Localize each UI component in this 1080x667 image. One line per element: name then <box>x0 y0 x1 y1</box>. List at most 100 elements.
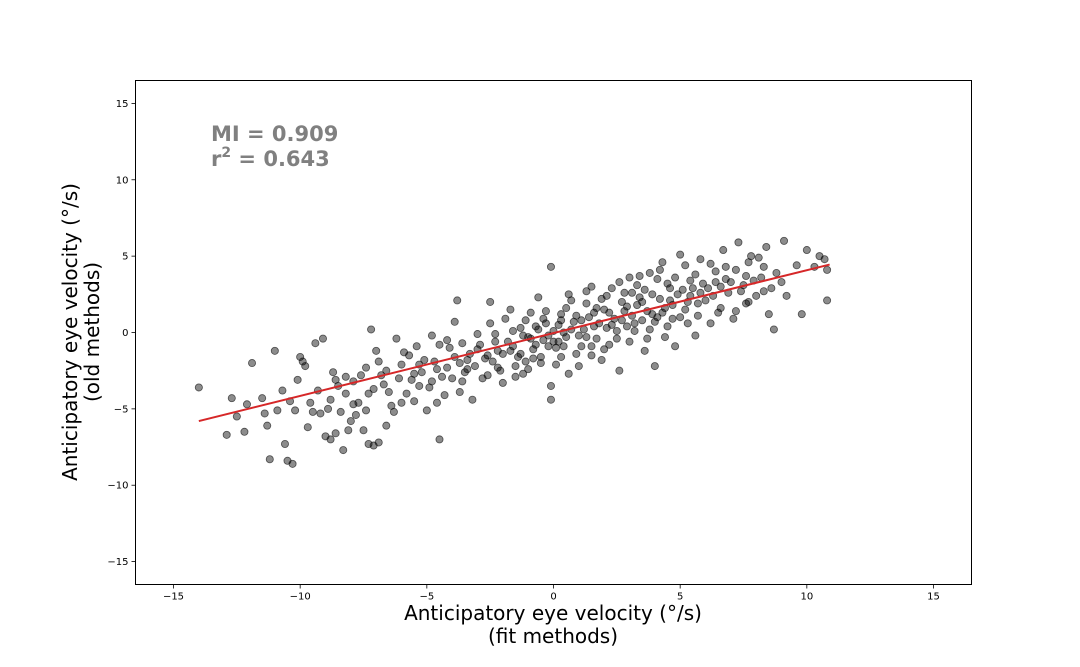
r2-exponent: 2 <box>221 145 231 161</box>
x-tick-label: 0 <box>550 592 556 603</box>
scatter-point <box>291 406 300 415</box>
scatter-point <box>650 317 659 326</box>
scatter-point <box>448 374 457 383</box>
scatter-point <box>351 410 360 419</box>
y-tick-label: 5 <box>122 252 128 263</box>
scatter-point <box>625 273 634 282</box>
scatter-point <box>620 288 629 297</box>
scatter-point <box>488 357 497 366</box>
y-tick-label: 10 <box>116 175 129 186</box>
scatter-point <box>265 455 274 464</box>
scatter-point <box>531 340 540 349</box>
scatter-point <box>653 275 662 284</box>
scatter-point <box>726 278 735 287</box>
scatter-point <box>511 362 520 371</box>
scatter-point <box>541 319 550 328</box>
scatter-point <box>341 372 350 381</box>
scatter-point <box>293 375 302 384</box>
scatter-point <box>498 349 507 358</box>
scatter-point <box>711 267 720 276</box>
scatter-point <box>356 371 365 380</box>
scatter-point <box>521 357 530 366</box>
scatter-point <box>258 394 267 403</box>
scatter-point <box>736 287 745 296</box>
scatter-point <box>744 297 753 306</box>
scatter-point <box>336 407 345 416</box>
y-tick-label: −5 <box>114 404 129 415</box>
scatter-point <box>587 342 596 351</box>
y-tick-label: 0 <box>122 328 128 339</box>
scatter-point <box>541 307 550 316</box>
scatter-point <box>767 284 776 293</box>
scatter-point <box>263 421 272 430</box>
scatter-point <box>617 297 626 306</box>
scatter-point <box>648 290 657 299</box>
scatter-point <box>420 355 429 364</box>
scatter-point <box>663 279 672 288</box>
scatter-point <box>316 409 325 418</box>
scatter-point <box>453 296 462 305</box>
scatter-point <box>397 360 406 369</box>
scatter-point <box>536 352 545 361</box>
scatter-point <box>483 371 492 380</box>
scatter-point <box>582 287 591 296</box>
scatter-point <box>681 305 690 314</box>
scatter-point <box>422 406 431 415</box>
scatter-points <box>194 236 832 468</box>
scatter-point <box>698 279 707 288</box>
scatter-point <box>506 305 515 314</box>
scatter-point <box>584 313 593 322</box>
scatter-point <box>369 385 378 394</box>
scatter-point <box>491 330 500 339</box>
scatter-point <box>597 294 606 303</box>
scatter-point <box>802 246 811 255</box>
scatter-point <box>346 417 355 426</box>
scatter-point <box>731 307 740 316</box>
scatter-point <box>470 362 479 371</box>
scatter-point <box>701 296 710 305</box>
scatter-point <box>524 365 533 374</box>
scatter-point <box>536 359 545 368</box>
scatter-point <box>628 288 637 297</box>
x-axis-label-line2: (fit methods) <box>488 624 618 648</box>
scatter-point <box>455 359 464 368</box>
scatter-point <box>296 352 305 361</box>
scatter-point <box>645 268 654 277</box>
scatter-point <box>721 262 730 271</box>
scatter-point <box>587 351 596 360</box>
scatter-point <box>362 406 371 415</box>
scatter-point <box>734 238 743 247</box>
x-tick-label: 10 <box>800 592 813 603</box>
scatter-point <box>519 331 528 340</box>
scatter-point <box>693 311 702 320</box>
scatter-point <box>633 281 642 290</box>
scatter-point <box>303 423 312 432</box>
scatter-point <box>557 310 566 319</box>
scatter-point <box>374 438 383 447</box>
scatter-point <box>331 375 340 384</box>
scatter-point <box>557 352 566 361</box>
scatter-point <box>671 342 680 351</box>
scatter-point <box>714 308 723 317</box>
x-tick-label: 15 <box>927 592 940 603</box>
scatter-point <box>797 310 806 319</box>
scatter-point <box>688 284 697 293</box>
scatter-point <box>658 258 667 267</box>
scatter-point <box>440 391 449 400</box>
scatter-point <box>780 236 789 245</box>
scatter-point <box>635 293 644 302</box>
y-axis-label-line2: (old methods) <box>80 262 104 402</box>
scatter-point <box>402 389 411 398</box>
scatter-point <box>612 326 621 335</box>
scatter-point <box>668 314 677 323</box>
scatter-point <box>280 439 289 448</box>
scatter-point <box>329 368 338 377</box>
scatter-point <box>683 319 692 328</box>
scatter-point <box>772 268 781 277</box>
scatter-point <box>546 381 555 390</box>
scatter-point <box>577 342 586 351</box>
scatter-point <box>455 388 464 397</box>
scatter-point <box>481 354 490 363</box>
